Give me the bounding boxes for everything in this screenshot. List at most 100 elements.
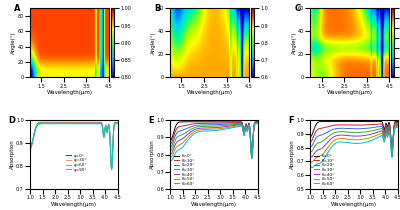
φ=30° bbox=[50, 122, 55, 124]
X-axis label: Wavelength(μm): Wavelength(μm) bbox=[327, 90, 373, 95]
θ=20° bbox=[256, 121, 260, 123]
θ=40° bbox=[309, 155, 314, 158]
θ=20° bbox=[168, 146, 172, 148]
θ=30° bbox=[308, 150, 313, 152]
θ=0° bbox=[208, 121, 212, 123]
θ=60° bbox=[396, 126, 400, 128]
θ=10° bbox=[308, 140, 313, 143]
Line: φ=90°: φ=90° bbox=[30, 124, 118, 170]
X-axis label: Wavelength(μm): Wavelength(μm) bbox=[331, 202, 377, 207]
θ=40° bbox=[208, 127, 212, 129]
φ=90° bbox=[94, 122, 98, 125]
θ=10° bbox=[360, 124, 364, 126]
θ=0° bbox=[367, 120, 372, 123]
θ=20° bbox=[360, 127, 364, 130]
θ=40° bbox=[374, 131, 379, 134]
θ=0° bbox=[226, 121, 231, 123]
θ=50° bbox=[220, 127, 224, 130]
θ=30° bbox=[366, 130, 371, 133]
Y-axis label: Angle(°): Angle(°) bbox=[151, 32, 156, 54]
φ=90° bbox=[50, 122, 55, 125]
θ=20° bbox=[308, 145, 313, 147]
θ=0° bbox=[250, 155, 254, 158]
θ=0° bbox=[330, 120, 335, 123]
θ=40° bbox=[367, 133, 372, 136]
θ=20° bbox=[324, 132, 328, 134]
θ=40° bbox=[190, 129, 195, 132]
φ=30° bbox=[94, 122, 98, 124]
Line: θ=40°: θ=40° bbox=[310, 125, 398, 157]
φ=0° bbox=[86, 121, 91, 124]
X-axis label: Wavelength(μm): Wavelength(μm) bbox=[51, 202, 97, 207]
θ=10° bbox=[396, 121, 400, 124]
θ=30° bbox=[374, 129, 379, 131]
θ=20° bbox=[250, 156, 254, 158]
θ=20° bbox=[220, 123, 224, 126]
θ=10° bbox=[183, 124, 188, 127]
θ=10° bbox=[168, 143, 172, 145]
θ=0° bbox=[183, 121, 188, 123]
θ=0° bbox=[168, 139, 172, 142]
θ=10° bbox=[190, 123, 195, 125]
θ=50° bbox=[226, 126, 231, 129]
Y-axis label: Absorption: Absorption bbox=[150, 140, 155, 169]
θ=60° bbox=[324, 154, 328, 157]
Line: θ=20°: θ=20° bbox=[170, 122, 258, 157]
θ=40° bbox=[220, 126, 224, 128]
φ=0° bbox=[79, 121, 84, 124]
θ=60° bbox=[256, 122, 260, 125]
Text: F: F bbox=[288, 116, 294, 125]
θ=40° bbox=[256, 122, 260, 124]
θ=40° bbox=[234, 124, 238, 126]
Y-axis label: Absorption: Absorption bbox=[290, 140, 295, 169]
φ=60° bbox=[67, 122, 72, 125]
φ=90° bbox=[54, 122, 59, 125]
θ=40° bbox=[324, 143, 328, 146]
θ=50° bbox=[234, 125, 238, 127]
X-axis label: Wavelength(μm): Wavelength(μm) bbox=[191, 202, 237, 207]
θ=50° bbox=[308, 159, 313, 162]
θ=60° bbox=[226, 127, 231, 130]
Line: θ=60°: θ=60° bbox=[170, 123, 258, 161]
θ=50° bbox=[310, 161, 314, 163]
θ=30° bbox=[330, 132, 335, 135]
φ=30° bbox=[115, 122, 120, 124]
θ=30° bbox=[226, 124, 231, 126]
θ=20° bbox=[374, 126, 379, 128]
Text: D: D bbox=[8, 116, 15, 125]
φ=30° bbox=[54, 122, 59, 124]
φ=0° bbox=[28, 146, 32, 149]
φ=60° bbox=[115, 122, 120, 125]
θ=40° bbox=[250, 156, 254, 159]
θ=40° bbox=[308, 155, 313, 157]
θ=20° bbox=[226, 123, 231, 125]
Line: θ=30°: θ=30° bbox=[170, 123, 258, 158]
θ=10° bbox=[348, 124, 352, 126]
φ=0° bbox=[50, 121, 55, 124]
θ=30° bbox=[390, 152, 394, 154]
θ=0° bbox=[190, 121, 195, 123]
θ=0° bbox=[360, 120, 364, 123]
θ=0° bbox=[220, 121, 224, 123]
φ=90° bbox=[86, 122, 91, 125]
φ=30° bbox=[67, 122, 72, 124]
θ=50° bbox=[348, 138, 352, 141]
θ=30° bbox=[360, 131, 364, 134]
Line: θ=60°: θ=60° bbox=[310, 127, 398, 168]
θ=60° bbox=[169, 159, 174, 162]
φ=60° bbox=[28, 147, 32, 150]
θ=30° bbox=[183, 131, 188, 134]
θ=0° bbox=[335, 120, 340, 123]
θ=40° bbox=[183, 135, 188, 137]
θ=30° bbox=[208, 125, 212, 128]
φ=90° bbox=[43, 122, 48, 125]
θ=0° bbox=[308, 135, 313, 138]
φ=90° bbox=[79, 122, 84, 125]
θ=50° bbox=[374, 134, 379, 137]
φ=0° bbox=[109, 167, 114, 170]
θ=60° bbox=[220, 128, 224, 131]
θ=10° bbox=[324, 126, 328, 129]
θ=30° bbox=[250, 156, 254, 159]
φ=60° bbox=[43, 122, 48, 125]
φ=90° bbox=[109, 168, 114, 171]
